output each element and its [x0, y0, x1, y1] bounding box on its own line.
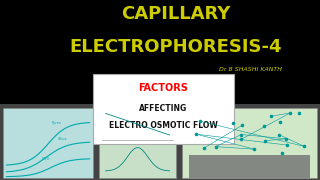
Point: [261, 124, 266, 127]
FancyBboxPatch shape: [93, 74, 234, 144]
Point: [288, 111, 293, 114]
Point: [302, 145, 307, 148]
Point: [284, 137, 289, 140]
Point: [194, 133, 199, 136]
Point: [296, 112, 301, 114]
Text: Silica: Silica: [58, 137, 67, 141]
Bar: [3, 108, 93, 178]
Text: ELECTROPHORESIS-4: ELECTROPHORESIS-4: [70, 38, 282, 56]
Point: [279, 151, 284, 154]
Point: [276, 133, 282, 136]
Point: [239, 133, 244, 136]
Text: AFFECTING: AFFECTING: [139, 104, 187, 113]
Point: [278, 121, 283, 123]
Point: [240, 124, 245, 127]
Point: [230, 121, 235, 124]
Point: [252, 148, 257, 151]
Point: [262, 139, 268, 142]
Point: [213, 145, 218, 148]
Bar: [0, 104, 320, 180]
Text: Pyrex: Pyrex: [51, 121, 61, 125]
Point: [269, 115, 274, 118]
Bar: [99, 108, 176, 178]
Text: ELECTRO OSMOTIC FLOW: ELECTRO OSMOTIC FLOW: [109, 121, 218, 130]
Point: [201, 147, 206, 150]
Point: [284, 144, 289, 147]
Text: Dr B SHASHI KANTH: Dr B SHASHI KANTH: [219, 67, 282, 72]
Point: [238, 138, 243, 141]
Text: FACTORS: FACTORS: [138, 83, 188, 93]
Point: [197, 120, 203, 123]
Text: PTFE: PTFE: [42, 157, 50, 161]
FancyBboxPatch shape: [189, 155, 310, 178]
Bar: [182, 108, 317, 178]
Text: CAPILLARY: CAPILLARY: [121, 5, 231, 23]
